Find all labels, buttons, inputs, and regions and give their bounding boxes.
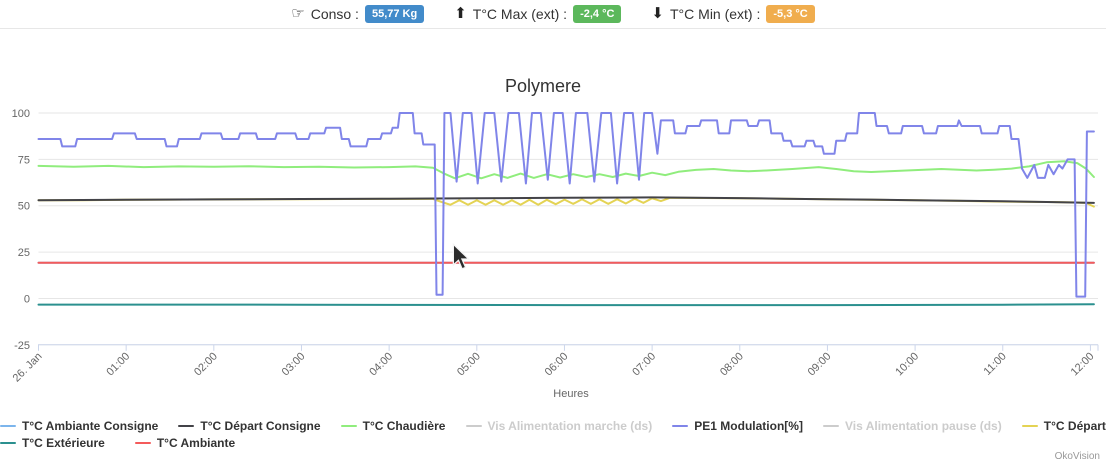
legend-line-symbol <box>134 442 151 444</box>
arrow-up-icon: ⬆ <box>454 5 467 23</box>
legend-label: T°C Ambiante Consigne <box>22 419 159 433</box>
tmin-stat: ⬇ T°C Min (ext) : -5,3 °C <box>651 4 815 24</box>
legend-item-t-c-ambiante-consigne[interactable]: T°C Ambiante Consigne <box>0 418 158 434</box>
legend-item-t-c-d-part-consigne[interactable]: T°C Départ Consigne <box>178 418 321 434</box>
x-axis-tick-label: 12:00 <box>1069 350 1097 378</box>
legend-line-symbol <box>340 425 357 427</box>
conso-label: Conso : <box>310 5 359 22</box>
x-axis-tick-label: 10:00 <box>893 350 921 378</box>
x-axis-tick-label: 02:00 <box>192 350 220 378</box>
legend-item-vis-alimentation-pause-ds-[interactable]: Vis Alimentation pause (ds) <box>823 418 1002 434</box>
tmin-label: T°C Min (ext) : <box>670 5 761 22</box>
tmax-stat: ⬆ T°C Max (ext) : -2,4 °C <box>454 4 622 24</box>
y-axis-tick-label: 100 <box>12 108 30 120</box>
legend-line-symbol <box>465 425 482 427</box>
x-axis-tick-label: 04:00 <box>367 350 395 378</box>
series-line-t-c-d-part-consigne <box>37 196 1095 204</box>
credits-link[interactable]: OkoVision <box>1054 451 1100 462</box>
x-axis-tick-label: 11:00 <box>982 350 1009 377</box>
legend-row: T°C Extérieure T°C Ambiante <box>0 435 1106 451</box>
x-axis-tick-label: 09:00 <box>806 350 834 378</box>
legend-label: PE1 Modulation[%] <box>694 419 803 433</box>
legend-item-t-c-d-part[interactable]: T°C Départ <box>1021 418 1106 434</box>
x-axis-tick-label: 07:00 <box>630 350 658 378</box>
conso-stat: ☞ Conso : 55,77 Kg <box>291 4 425 24</box>
legend-label: T°C Départ <box>1043 419 1106 433</box>
legend-item-t-c-chaudi-re[interactable]: T°C Chaudière <box>340 418 446 434</box>
y-axis-tick-label: 50 <box>18 201 30 213</box>
tmax-label: T°C Max (ext) : <box>472 5 568 22</box>
legend-line-symbol <box>1021 425 1038 427</box>
legend-line-symbol <box>672 425 689 427</box>
legend-line-symbol <box>178 425 195 427</box>
y-axis-tick-label: 25 <box>18 247 30 259</box>
legend-label: Vis Alimentation pause (ds) <box>845 419 1002 433</box>
legend-label: T°C Extérieure <box>22 436 105 450</box>
tmin-value-badge: -5,3 °C <box>766 4 815 24</box>
conso-value-badge: 55,77 Kg <box>364 4 425 24</box>
legend-item-t-c-ext-rieure[interactable]: T°C Extérieure <box>0 435 105 451</box>
x-axis-tick-label: 01:00 <box>104 350 132 378</box>
y-axis-tick-label: -25 <box>14 340 30 352</box>
chart-title: Polymere <box>504 76 582 96</box>
legend-label: T°C Ambiante <box>156 436 236 450</box>
legend-line-symbol <box>823 425 840 427</box>
stats-topbar: ☞ Conso : 55,77 Kg ⬆ T°C Max (ext) : -2,… <box>0 0 1106 29</box>
x-axis-tick-label: 03:00 <box>280 350 308 378</box>
legend-label: T°C Chaudière <box>362 419 446 433</box>
legend-label: T°C Départ Consigne <box>200 419 321 433</box>
legend-line-symbol <box>0 442 16 444</box>
legend-item-t-c-ambiante[interactable]: T°C Ambiante <box>134 435 236 451</box>
x-axis-tick-label: 08:00 <box>718 350 746 378</box>
x-axis-tick-label: 06:00 <box>543 350 571 378</box>
arrow-down-icon: ⬇ <box>651 5 664 23</box>
legend-item-pe1-modulation-[interactable]: PE1 Modulation[%] <box>672 418 803 434</box>
legend-line-symbol <box>0 425 16 427</box>
series-line-t-c-chaudi-re <box>37 160 1095 180</box>
series-line-t-c-ext-rieure <box>37 303 1095 307</box>
x-axis-title: Heures <box>553 388 589 400</box>
y-axis-tick-label: 75 <box>18 154 30 166</box>
chart-legend: T°C Ambiante Consigne T°C Départ Consigne… <box>0 418 1106 451</box>
x-axis-tick-label: 05:00 <box>455 350 483 378</box>
hand-pointing-right-icon: ☞ <box>291 5 305 23</box>
legend-label: Vis Alimentation marche (ds) <box>487 419 653 433</box>
y-axis-tick-label: 0 <box>24 293 30 305</box>
mouse-cursor <box>452 243 470 270</box>
legend-row: T°C Ambiante Consigne T°C Départ Consigne… <box>0 418 1106 434</box>
tmax-value-badge: -2,4 °C <box>573 4 622 24</box>
series-line-pe1-modulation- <box>37 112 1095 298</box>
legend-item-vis-alimentation-marche-ds-[interactable]: Vis Alimentation marche (ds) <box>465 418 653 434</box>
x-axis-tick-label: 26. Jan <box>11 350 45 384</box>
chart-plot-area[interactable]: -25 0 25 50 75 100 26. Jan 01:00 02:00 03:00 04:00… <box>0 100 1106 412</box>
